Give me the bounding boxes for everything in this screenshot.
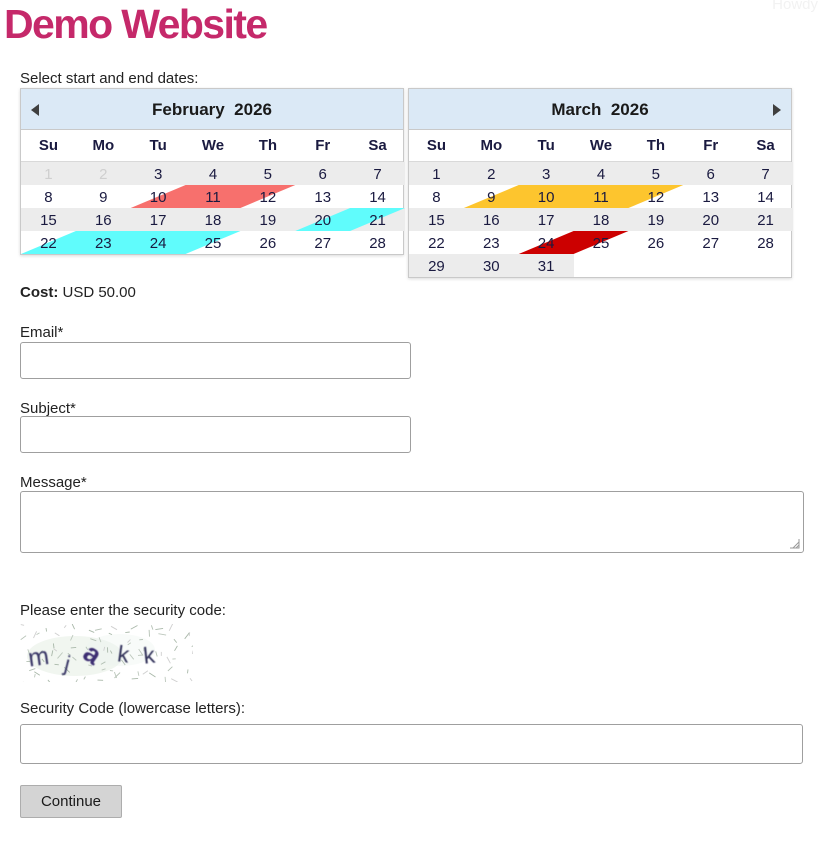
svg-text:m: m bbox=[26, 642, 51, 673]
